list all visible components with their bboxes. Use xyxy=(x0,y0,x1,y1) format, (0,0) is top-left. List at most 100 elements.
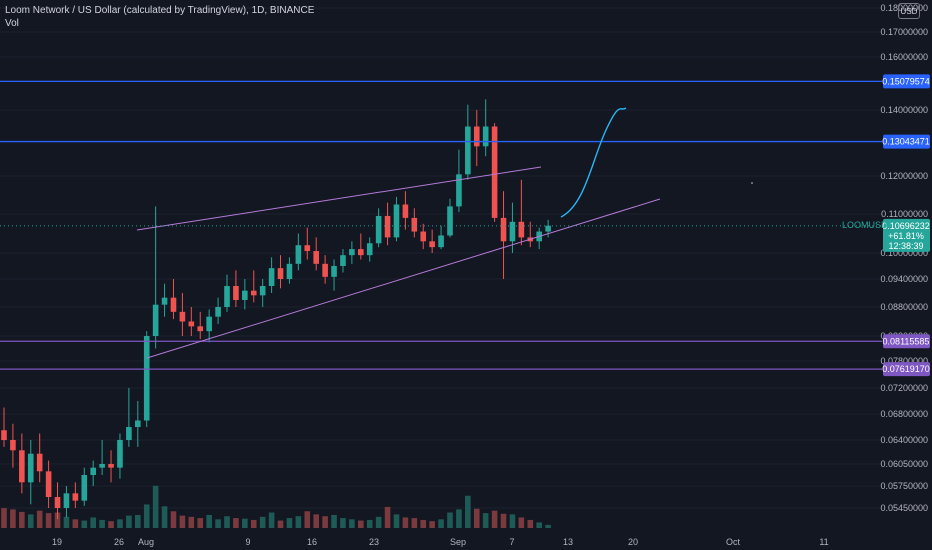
current-price-tag xyxy=(883,218,930,252)
volume-bar xyxy=(473,508,480,528)
volume-bar xyxy=(250,519,257,528)
candle-body xyxy=(295,245,302,264)
time-tick-label: 20 xyxy=(628,537,638,547)
support-tag-lower-text: 0.07619170 xyxy=(882,364,930,374)
candle xyxy=(545,219,551,238)
support-tag-lower xyxy=(883,362,930,377)
volume-bar xyxy=(447,512,453,528)
candle xyxy=(45,460,52,508)
current-change-text: +61.81% xyxy=(888,231,924,241)
candle-body xyxy=(250,290,257,296)
candle xyxy=(313,237,319,271)
candle-body xyxy=(420,231,427,242)
volume-bar xyxy=(152,485,159,528)
resistance-tag-lower xyxy=(883,134,930,149)
volume-bar xyxy=(331,514,337,528)
candle-body xyxy=(447,206,453,236)
candle xyxy=(36,433,43,483)
candle-body xyxy=(322,263,328,277)
volume-bar xyxy=(438,519,444,528)
volume-bar xyxy=(215,519,221,528)
candle xyxy=(250,270,257,303)
candle-body xyxy=(473,126,480,147)
volume-legend: Vol xyxy=(5,18,19,29)
candle xyxy=(54,482,61,519)
stray-point xyxy=(751,182,753,184)
candle xyxy=(179,293,186,336)
candle xyxy=(420,223,427,250)
candle-body xyxy=(27,453,34,483)
volume-bar xyxy=(117,519,123,528)
candle-body xyxy=(393,204,400,238)
time-axis[interactable]: 19 26 Aug 9 16 23 Sep 7 13 20 Oct 11 xyxy=(52,537,829,547)
candle xyxy=(90,460,96,486)
candle xyxy=(188,307,195,336)
candle-body xyxy=(438,235,444,248)
volume-bar xyxy=(456,509,462,528)
candle xyxy=(473,110,480,167)
candle-body xyxy=(90,467,96,475)
volume-bar xyxy=(465,495,471,528)
candle-body xyxy=(215,307,221,317)
candle xyxy=(358,233,364,260)
time-tick-label: Sep xyxy=(450,537,466,547)
candle-body xyxy=(63,493,70,508)
time-tick-label: 16 xyxy=(307,537,317,547)
candle-body xyxy=(402,204,409,218)
volume-bar xyxy=(545,524,551,528)
volume-bar xyxy=(63,516,70,528)
candle-body xyxy=(108,464,114,468)
volume-bar xyxy=(81,520,88,528)
candle xyxy=(482,99,489,157)
price-tick-label: 0.10000000 xyxy=(880,248,928,258)
candle-body xyxy=(304,245,311,252)
channel-lower-line xyxy=(146,198,661,359)
volume-bar xyxy=(19,511,25,528)
price-tick-label: 0.07800000 xyxy=(880,356,928,366)
candle xyxy=(126,388,132,447)
candle xyxy=(197,311,204,340)
volume-bar xyxy=(536,522,542,528)
candle xyxy=(268,257,275,293)
time-tick-label: 7 xyxy=(509,537,514,547)
candle xyxy=(1,407,7,447)
candle-body xyxy=(170,297,177,312)
volume-bar xyxy=(366,519,373,528)
candle xyxy=(72,482,79,508)
currency-button[interactable]: USD xyxy=(898,3,920,19)
candle xyxy=(108,450,114,483)
candle xyxy=(10,423,16,468)
volume-bar xyxy=(161,506,168,528)
candle xyxy=(99,440,105,475)
candle xyxy=(81,467,88,506)
candle xyxy=(465,104,471,180)
volume-bar xyxy=(242,518,248,528)
volume-bar xyxy=(206,514,212,528)
volume-bar xyxy=(500,513,507,528)
candle-body xyxy=(313,251,319,264)
volume-bar xyxy=(1,508,7,528)
volume-bar xyxy=(420,519,427,528)
volume-bar xyxy=(509,514,516,528)
volume-bar xyxy=(429,521,435,528)
candle xyxy=(117,433,123,479)
volume-bar xyxy=(135,514,141,528)
candle-body xyxy=(72,493,79,501)
candle xyxy=(215,297,221,324)
volume-bar xyxy=(259,516,266,528)
candle-body xyxy=(224,286,230,307)
volume-bar xyxy=(99,519,105,528)
volume-bar xyxy=(170,511,177,528)
candle xyxy=(63,486,70,518)
candle xyxy=(491,123,498,222)
price-tick-label: 0.14000000 xyxy=(880,105,928,115)
candle xyxy=(340,249,346,273)
time-tick-label: Aug xyxy=(138,537,154,547)
price-tick-label: 0.12000000 xyxy=(880,171,928,181)
candle-body xyxy=(500,217,507,242)
volume-bar xyxy=(108,521,114,528)
volume-bar xyxy=(340,518,346,528)
volume-bar xyxy=(304,511,311,528)
volume-bar xyxy=(313,514,319,528)
